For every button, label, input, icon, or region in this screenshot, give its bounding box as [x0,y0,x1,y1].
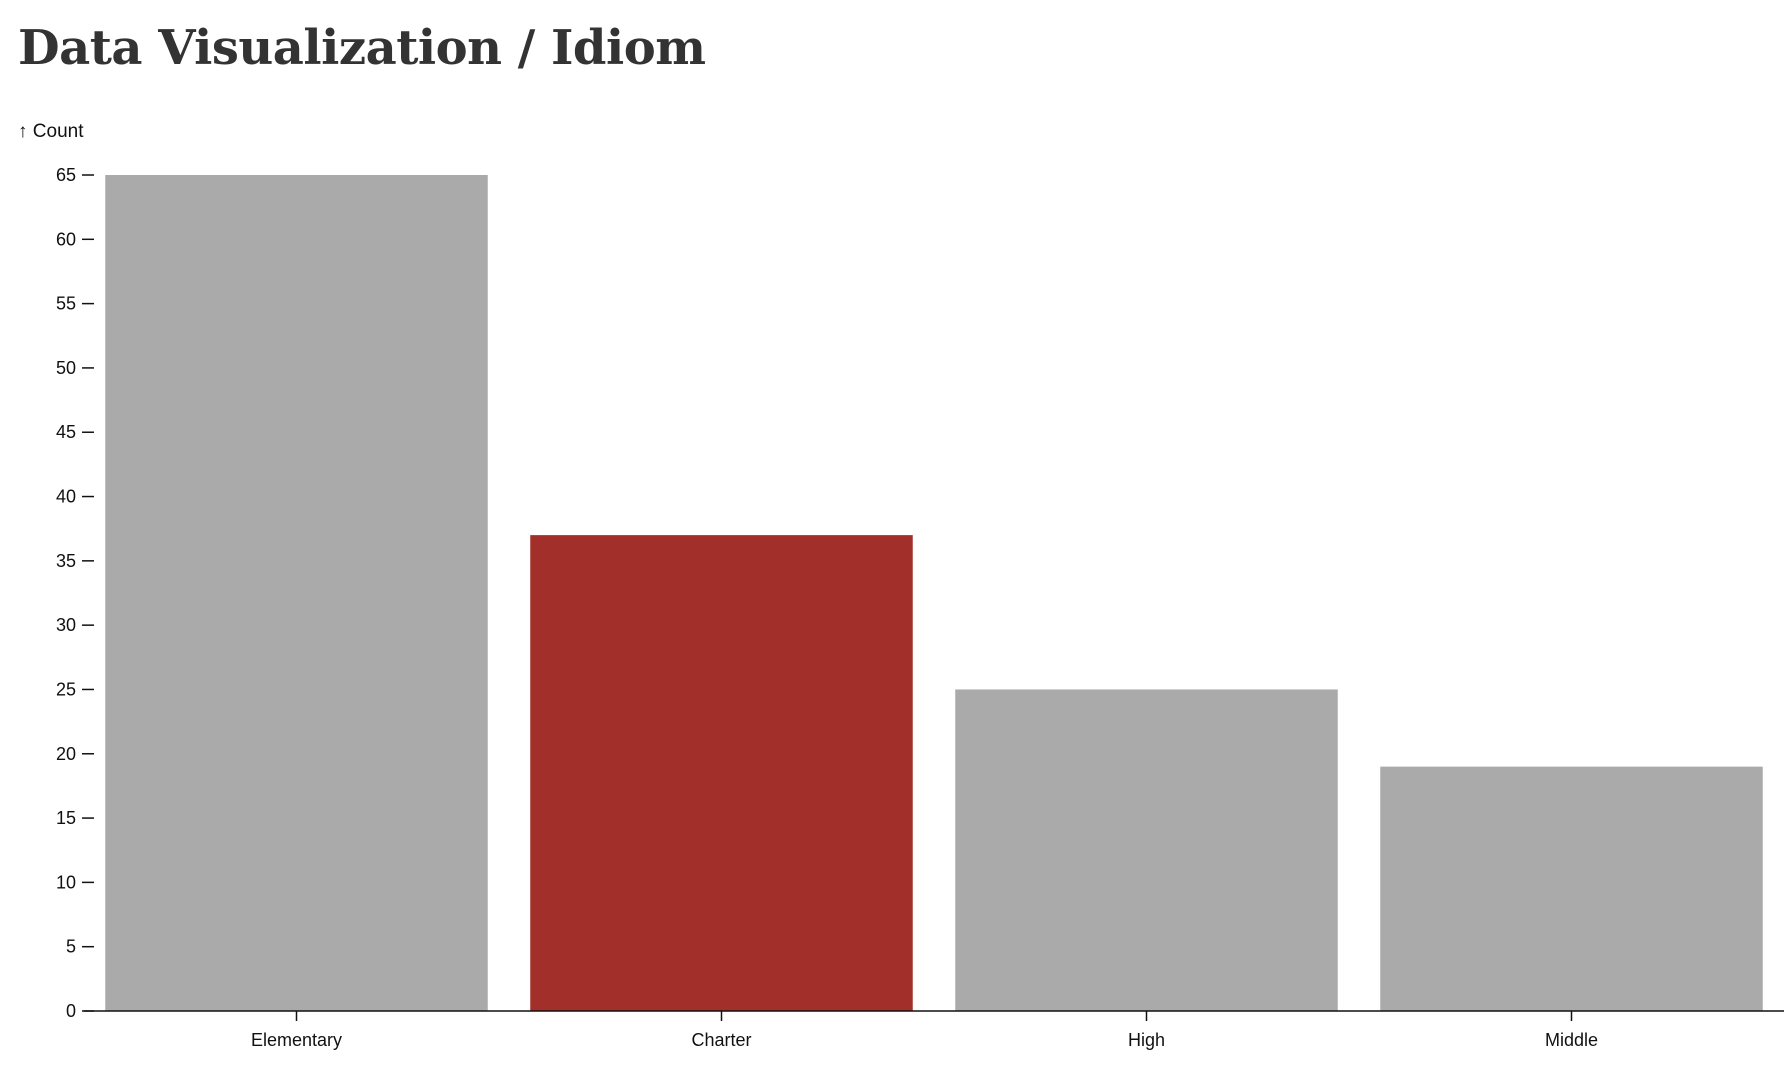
y-tick-label: 20 [56,744,76,764]
y-tick-label: 10 [56,872,76,892]
y-tick-label: 60 [56,229,76,249]
y-tick-label: 45 [56,422,76,442]
y-tick-label: 40 [56,487,76,507]
y-tick-label: 0 [66,1001,76,1021]
x-tick-label: Charter [691,1030,751,1050]
y-axis-title: ↑ Count [18,121,84,142]
y-tick-label: 35 [56,551,76,571]
bars-group [105,175,1763,1011]
bar-elementary [105,175,488,1011]
bar-middle [1380,766,1763,1011]
x-tick-label: Elementary [251,1030,342,1050]
y-tick-label: 25 [56,679,76,699]
y-tick-label: 50 [56,358,76,378]
x-axis: Elementary Charter High Middle [84,1010,1784,1050]
y-tick-label: 15 [56,808,76,828]
y-tick-label: 65 [56,165,76,185]
y-axis: 0 5 10 15 20 25 30 35 40 45 50 55 60 65 [56,165,94,1021]
y-tick-label: 5 [66,937,76,957]
page-title: Data Visualization / Idiom [18,20,706,76]
bar-high [955,689,1338,1011]
y-tick-label: 55 [56,294,76,314]
x-tick-label: High [1128,1030,1165,1050]
x-tick-label: Middle [1545,1030,1598,1050]
y-tick-label: 30 [56,615,76,635]
bar-charter [530,535,913,1011]
